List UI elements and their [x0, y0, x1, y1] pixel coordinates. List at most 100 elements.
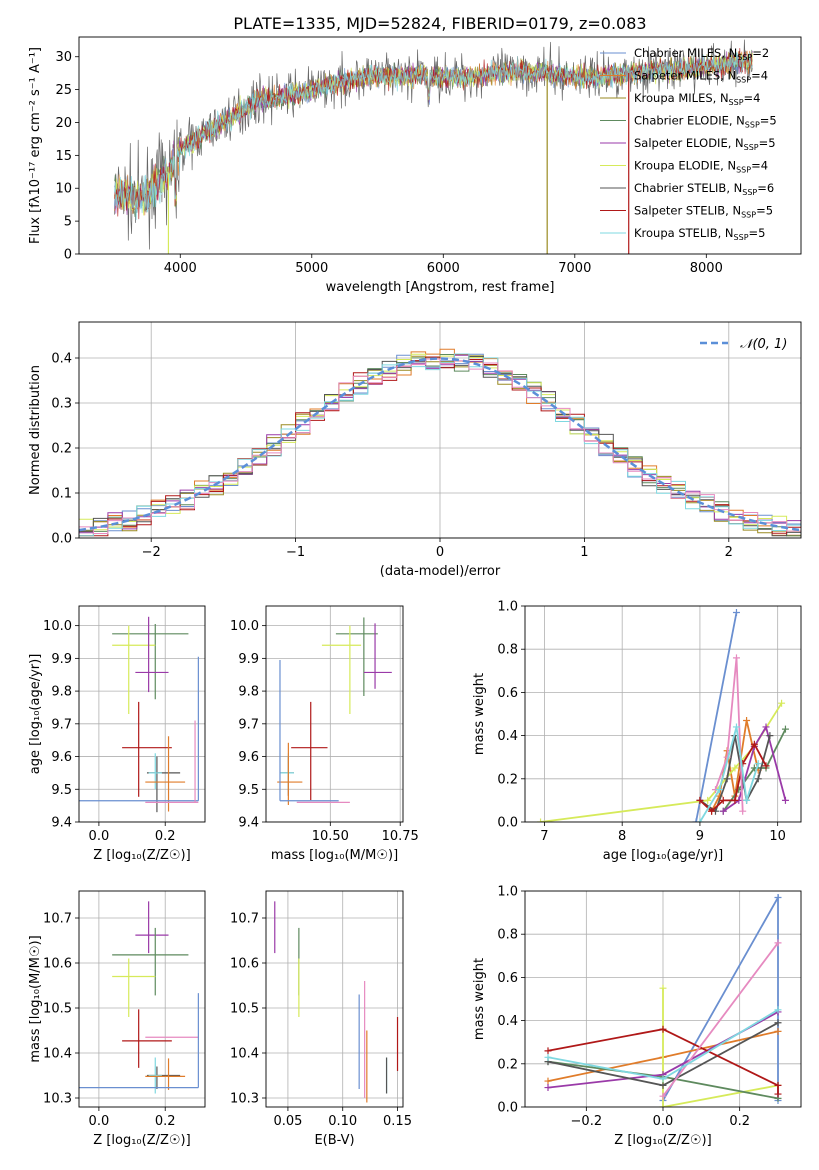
weight-line [662, 988, 779, 1107]
weight-marker [732, 654, 740, 662]
legend-entry: Salpeter MILES, NSSP=4 [634, 69, 768, 85]
legend-entry: Salpeter ELODIE, NSSP=5 [634, 136, 776, 152]
weight-marker [659, 984, 667, 992]
weight-marker [774, 1019, 782, 1027]
weight-marker [754, 775, 762, 783]
x-tick-label: 7 [540, 829, 548, 844]
y-tick-label: 0.2 [51, 442, 72, 457]
legend-entry: Chabrier ELODIE, NSSP=5 [634, 114, 777, 130]
y-tick-label: 10.4 [43, 1047, 72, 1062]
weight-marker [704, 796, 712, 804]
x-tick-label: 0.0 [89, 829, 110, 844]
weight-marker [708, 807, 716, 815]
weight-marker [774, 1027, 782, 1035]
axes-frame [78, 321, 802, 539]
x-tick-label: 0.05 [273, 1114, 302, 1129]
legend-entry: Kroupa STELIB, NSSP=5 [634, 226, 765, 242]
y-tick-label: 0.8 [497, 643, 518, 658]
weight-marker [544, 1047, 552, 1055]
y-tick-label: 0 [64, 248, 72, 263]
weight-marker [750, 740, 758, 748]
x-axis-label: (data-model)/error [380, 564, 501, 579]
weight-marker [732, 723, 740, 731]
weight-marker [774, 893, 782, 901]
y-tick-label: 10.3 [43, 1092, 72, 1107]
weight-marker [781, 725, 789, 733]
panel-weight-vs-age: 7 8 9 10 0.0 0.2 0.4 0.6 0.8 1.0 age [log₁₀(age/yr… [472, 600, 802, 863]
histogram-step [79, 353, 801, 537]
y-tick-label: 30 [55, 50, 72, 65]
weight-marker [774, 1006, 782, 1014]
plot-area [266, 891, 403, 1107]
panel-age-vs-mass: 10.50 10.75 9.4 9.5 9.6 9.7 9.8 9.9 10.0 mass [lo… [230, 605, 419, 863]
y-tick-label: 0.3 [51, 397, 72, 412]
y-tick-label: 15 [55, 149, 72, 164]
y-axis-label: mass weight [472, 673, 487, 755]
weight-marker [544, 1077, 552, 1085]
weight-marker [696, 818, 704, 822]
y-tick-label: 0.8 [497, 928, 518, 943]
plot-area [266, 606, 403, 822]
x-tick-label: 10.50 [312, 829, 349, 844]
axes-frame [524, 890, 802, 1108]
normal-curve [79, 357, 801, 532]
weight-marker [715, 786, 723, 794]
x-tick-label: 0.15 [383, 1114, 412, 1129]
y-tick-label: 9.5 [238, 783, 259, 798]
y-tick-label: 10.7 [43, 912, 72, 927]
legend-entry: Kroupa MILES, NSSP=4 [634, 91, 760, 107]
x-tick-label: 10.75 [382, 829, 419, 844]
y-tick-label: 5 [64, 215, 72, 230]
weight-marker [696, 796, 704, 804]
x-axis-label: mass [log₁₀(M/M☉)] [271, 848, 398, 863]
axes-frame [78, 36, 802, 255]
x-tick-label: 0.0 [653, 1114, 674, 1129]
histogram-step [79, 358, 801, 534]
weight-marker [731, 796, 739, 804]
weight-marker [739, 807, 747, 815]
y-tick-label: 9.8 [51, 685, 72, 700]
x-tick-label: −1 [286, 545, 305, 560]
x-tick-label: −2 [142, 545, 161, 560]
weight-marker [731, 764, 739, 772]
y-tick-label: 9.4 [51, 816, 72, 831]
legend-entry: Kroupa ELODIE, NSSP=4 [634, 159, 768, 175]
y-tick-label: 1.0 [497, 600, 518, 615]
weight-marker [774, 939, 782, 947]
weight-marker [659, 1025, 667, 1033]
x-tick-label: 0.2 [155, 1114, 176, 1129]
y-tick-label: 0.2 [497, 1057, 518, 1072]
weight-marker [774, 1090, 782, 1098]
weight-line [695, 612, 738, 822]
weight-marker [719, 796, 727, 804]
weight-marker [778, 699, 786, 707]
y-tick-label: 0.4 [51, 352, 72, 367]
y-tick-label: 0.4 [497, 1014, 518, 1029]
y-tick-label: 1.0 [497, 885, 518, 900]
legend-entry: Chabrier MILES, NSSP=2 [634, 46, 769, 62]
x-tick-label: 0.0 [89, 1114, 110, 1129]
y-tick-label: 10.4 [230, 1047, 259, 1062]
x-tick-label: 10 [769, 829, 786, 844]
x-axis-label: Z [log₁₀(Z/Z☉)] [93, 848, 190, 863]
x-axis-label: Z [log₁₀(Z/Z☉)] [614, 1133, 711, 1148]
weight-marker [659, 1103, 667, 1107]
panel-age-vs-Z: 0.0 0.2 9.4 9.5 9.6 9.7 9.8 9.9 10.0 Z [log₁₀(Z/Z… [28, 605, 206, 863]
panel-mass-vs-ebv: 0.05 0.10 0.15 10.3 10.4 10.5 10.6 10.7 E(B-V) [230, 890, 412, 1148]
y-axis-label: Flux [fλ10⁻¹⁷ erg cm⁻² s⁻¹ A⁻¹] [28, 47, 43, 244]
weight-line [662, 942, 779, 1097]
y-axis-label: Normed distribution [28, 365, 43, 495]
x-tick-label: 8 [618, 829, 626, 844]
x-tick-label: 0.10 [328, 1114, 357, 1129]
weight-marker [659, 1081, 667, 1089]
y-tick-label: 10.0 [230, 619, 259, 634]
y-tick-label: 0.4 [497, 729, 518, 744]
weight-marker [732, 608, 740, 616]
y-tick-label: 25 [55, 83, 72, 98]
axes-frame [265, 890, 404, 1108]
y-tick-label: 0.0 [51, 532, 72, 547]
panel-mass-vs-Z: 0.0 0.2 10.3 10.4 10.5 10.6 10.7 Z [log₁₀(Z/Z☉)… [28, 890, 206, 1148]
weight-marker [537, 818, 545, 822]
x-tick-label: 1 [580, 545, 588, 560]
y-tick-label: 9.5 [51, 783, 72, 798]
